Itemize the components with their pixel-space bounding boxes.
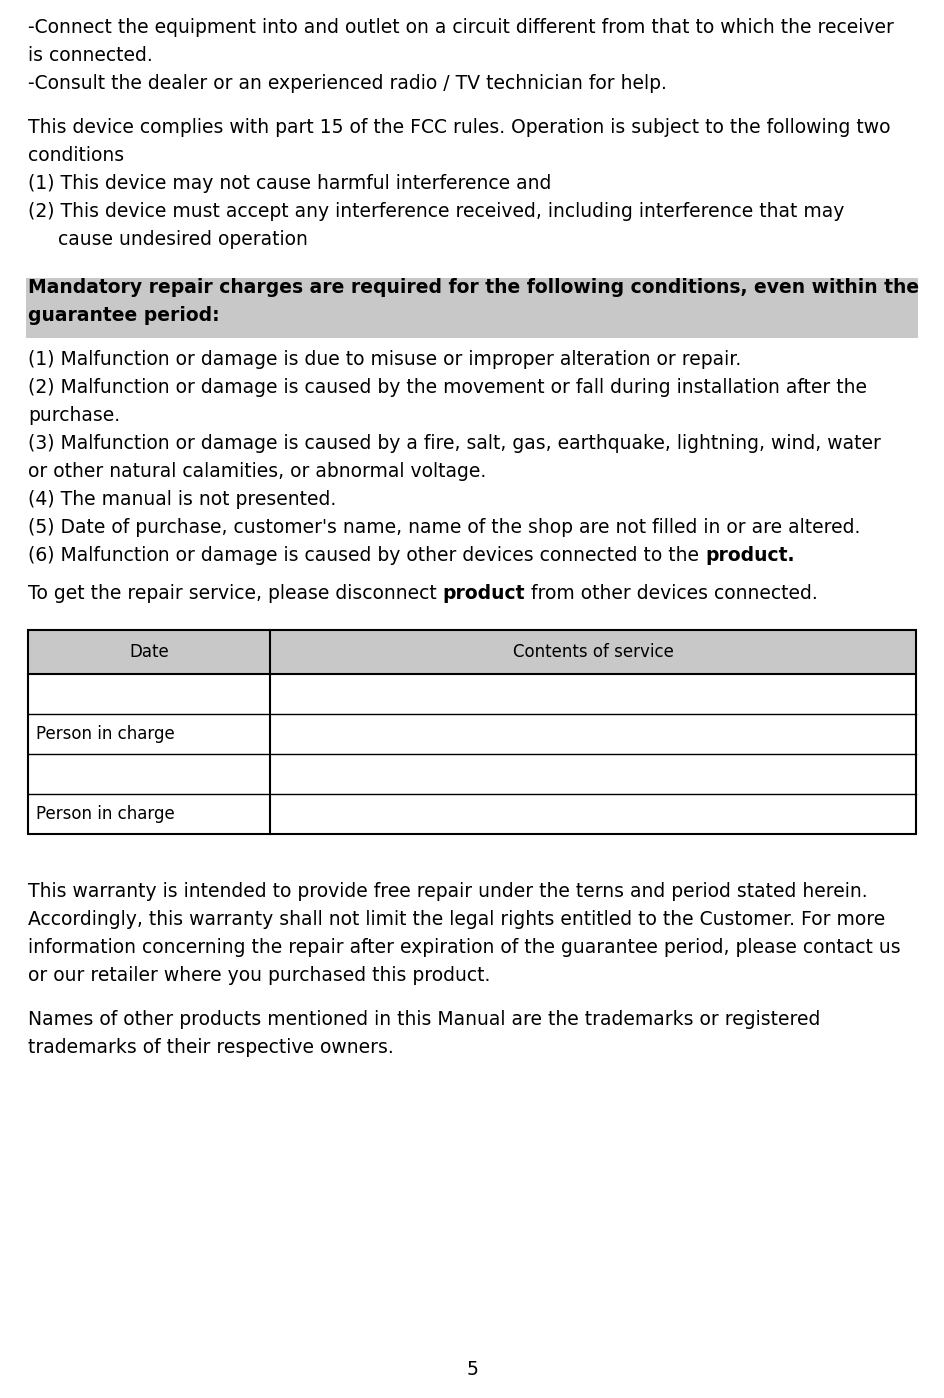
Text: information concerning the repair after expiration of the guarantee period, plea: information concerning the repair after … xyxy=(28,938,901,958)
Text: is connected.: is connected. xyxy=(28,46,153,64)
Text: This warranty is intended to provide free repair under the terns and period stat: This warranty is intended to provide fre… xyxy=(28,882,868,900)
Text: -Consult the dealer or an experienced radio / TV technician for help.: -Consult the dealer or an experienced ra… xyxy=(28,74,666,94)
Text: Names of other products mentioned in this Manual are the trademarks or registere: Names of other products mentioned in thi… xyxy=(28,1009,820,1029)
Text: product: product xyxy=(443,584,525,603)
Bar xyxy=(26,278,918,338)
Text: 5: 5 xyxy=(466,1360,478,1378)
Text: guarantee period:: guarantee period: xyxy=(28,306,220,324)
Text: cause undesired operation: cause undesired operation xyxy=(28,231,308,249)
Text: Date: Date xyxy=(129,643,169,661)
Text: Contents of service: Contents of service xyxy=(513,643,673,661)
Text: (1) This device may not cause harmful interference and: (1) This device may not cause harmful in… xyxy=(28,173,551,193)
Text: (2) This device must accept any interference received, including interference th: (2) This device must accept any interfer… xyxy=(28,201,844,221)
Text: (6) Malfunction or damage is caused by other devices connected to the: (6) Malfunction or damage is caused by o… xyxy=(28,547,705,565)
Text: To get the repair service, please disconnect: To get the repair service, please discon… xyxy=(28,584,443,603)
Text: from other devices connected.: from other devices connected. xyxy=(525,584,818,603)
Text: (3) Malfunction or damage is caused by a fire, salt, gas, earthquake, lightning,: (3) Malfunction or damage is caused by a… xyxy=(28,433,881,453)
Text: Person in charge: Person in charge xyxy=(36,805,175,823)
Text: trademarks of their respective owners.: trademarks of their respective owners. xyxy=(28,1037,394,1057)
Text: purchase.: purchase. xyxy=(28,405,120,425)
Text: or our retailer where you purchased this product.: or our retailer where you purchased this… xyxy=(28,966,490,986)
Text: (5) Date of purchase, customer's name, name of the shop are not filled in or are: (5) Date of purchase, customer's name, n… xyxy=(28,519,860,537)
Text: -Connect the equipment into and outlet on a circuit different from that to which: -Connect the equipment into and outlet o… xyxy=(28,18,894,36)
Text: (2) Malfunction or damage is caused by the movement or fall during installation : (2) Malfunction or damage is caused by t… xyxy=(28,377,867,397)
Bar xyxy=(28,630,916,674)
Text: Accordingly, this warranty shall not limit the legal rights entitled to the Cust: Accordingly, this warranty shall not lim… xyxy=(28,910,885,930)
Text: Person in charge: Person in charge xyxy=(36,726,175,742)
Text: (4) The manual is not presented.: (4) The manual is not presented. xyxy=(28,491,336,509)
Bar xyxy=(28,630,916,835)
Text: This device complies with part 15 of the FCC rules. Operation is subject to the : This device complies with part 15 of the… xyxy=(28,117,890,137)
Text: or other natural calamities, or abnormal voltage.: or other natural calamities, or abnormal… xyxy=(28,461,486,481)
Text: Mandatory repair charges are required for the following conditions, even within : Mandatory repair charges are required fo… xyxy=(28,278,919,296)
Text: conditions: conditions xyxy=(28,145,124,165)
Text: (1) Malfunction or damage is due to misuse or improper alteration or repair.: (1) Malfunction or damage is due to misu… xyxy=(28,350,741,369)
Text: product.: product. xyxy=(705,547,795,565)
